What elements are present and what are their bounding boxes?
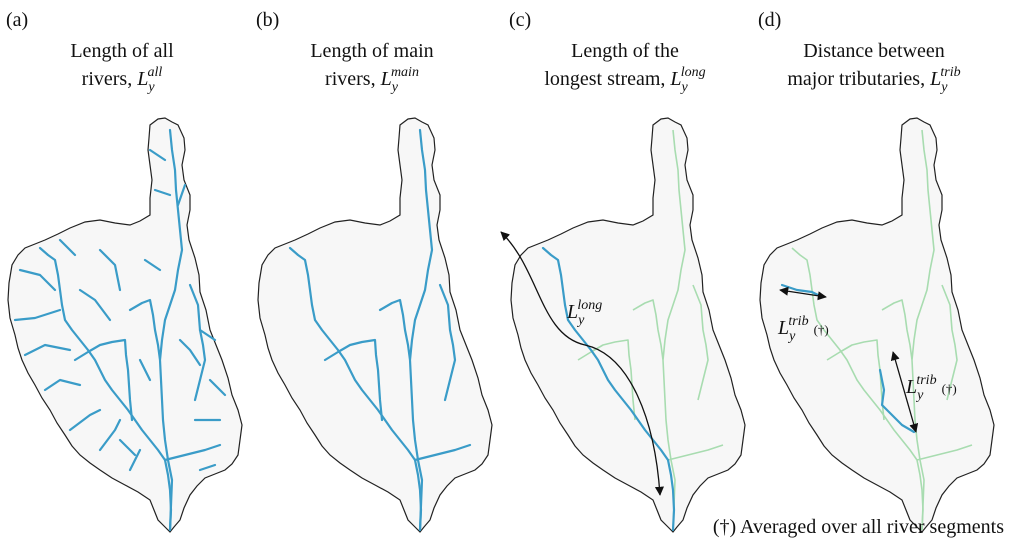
panel-title: Distance between bbox=[803, 40, 945, 62]
symbol-sub: y bbox=[390, 80, 399, 95]
symbol-sub: y bbox=[915, 388, 924, 403]
title-text: rivers, bbox=[325, 68, 376, 90]
symbol-base: L bbox=[905, 376, 917, 398]
symbol-note: (†) bbox=[942, 381, 957, 396]
symbol-base: L bbox=[777, 317, 789, 339]
rivers-tributaries bbox=[13, 148, 227, 472]
title-text: major tributaries, bbox=[787, 68, 925, 90]
panel-label: (a) bbox=[6, 9, 28, 31]
title-text: longest stream, bbox=[544, 68, 665, 90]
panel-title: rivers, Lyall bbox=[82, 65, 163, 95]
panel bbox=[257, 117, 493, 533]
footnote: (†) Averaged over all river segments bbox=[713, 516, 1004, 538]
symbol-sub: y bbox=[939, 80, 948, 95]
annotation: Lytrib (†) bbox=[905, 373, 957, 403]
title-text: rivers, bbox=[82, 68, 133, 90]
basin-outline bbox=[7, 117, 243, 533]
panel-title: Length of all bbox=[70, 40, 174, 62]
symbol-base: L bbox=[136, 68, 148, 90]
symbol-base: L bbox=[380, 68, 392, 90]
symbol-sup: long bbox=[681, 65, 706, 80]
arrow bbox=[500, 231, 664, 496]
symbol-sub: y bbox=[787, 329, 796, 344]
panel-title: longest stream, Lylong bbox=[544, 65, 705, 95]
panel bbox=[7, 117, 243, 533]
panel bbox=[510, 117, 746, 533]
panel-title: rivers, Lymain bbox=[325, 65, 419, 95]
arrow bbox=[890, 351, 919, 433]
symbol-sup: trib bbox=[940, 65, 960, 80]
annotation: Lylong bbox=[566, 298, 602, 328]
panel-title: Length of main bbox=[310, 40, 433, 62]
symbol-sup: long bbox=[577, 298, 602, 313]
symbol-sup: main bbox=[391, 65, 419, 80]
symbol-base: L bbox=[929, 68, 941, 90]
symbol-sup: trib bbox=[916, 373, 936, 388]
panel-title: Length of the bbox=[571, 40, 679, 62]
panel-title: major tributaries, Lytrib bbox=[787, 65, 960, 95]
symbol-sub: y bbox=[680, 80, 689, 95]
panel-label: (b) bbox=[256, 9, 279, 31]
basin-outline bbox=[257, 117, 493, 533]
symbol-sub: y bbox=[146, 80, 155, 95]
symbol-base: L bbox=[669, 68, 681, 90]
symbol-sub: y bbox=[576, 313, 585, 328]
symbol-sup: trib bbox=[788, 314, 808, 329]
symbol-note: (†) bbox=[814, 322, 829, 337]
panel-label: (c) bbox=[509, 9, 531, 31]
arrow bbox=[779, 286, 827, 301]
symbol-base: L bbox=[566, 301, 578, 323]
panel-label: (d) bbox=[758, 9, 781, 31]
annotation: Lytrib (†) bbox=[777, 314, 829, 344]
symbol-sup: all bbox=[148, 65, 163, 80]
basin-outline bbox=[510, 117, 746, 533]
